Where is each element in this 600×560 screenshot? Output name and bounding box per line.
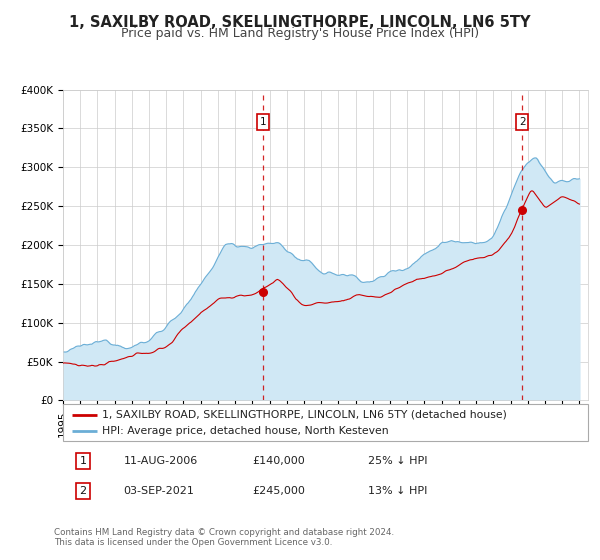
Text: 2: 2: [519, 117, 526, 127]
Text: 1: 1: [79, 456, 86, 466]
Text: 25% ↓ HPI: 25% ↓ HPI: [367, 456, 427, 466]
Text: 13% ↓ HPI: 13% ↓ HPI: [367, 486, 427, 496]
Text: 11-AUG-2006: 11-AUG-2006: [124, 456, 197, 466]
Text: HPI: Average price, detached house, North Kesteven: HPI: Average price, detached house, Nort…: [103, 426, 389, 436]
Text: £245,000: £245,000: [252, 486, 305, 496]
Text: 1, SAXILBY ROAD, SKELLINGTHORPE, LINCOLN, LN6 5TY: 1, SAXILBY ROAD, SKELLINGTHORPE, LINCOLN…: [69, 15, 531, 30]
Text: £140,000: £140,000: [252, 456, 305, 466]
Text: 1, SAXILBY ROAD, SKELLINGTHORPE, LINCOLN, LN6 5TY (detached house): 1, SAXILBY ROAD, SKELLINGTHORPE, LINCOLN…: [103, 409, 507, 419]
Text: 03-SEP-2021: 03-SEP-2021: [124, 486, 194, 496]
Text: Price paid vs. HM Land Registry's House Price Index (HPI): Price paid vs. HM Land Registry's House …: [121, 27, 479, 40]
Text: 1: 1: [260, 117, 266, 127]
Text: 2: 2: [79, 486, 86, 496]
Text: Contains HM Land Registry data © Crown copyright and database right 2024.
This d: Contains HM Land Registry data © Crown c…: [54, 528, 394, 547]
FancyBboxPatch shape: [63, 404, 588, 441]
